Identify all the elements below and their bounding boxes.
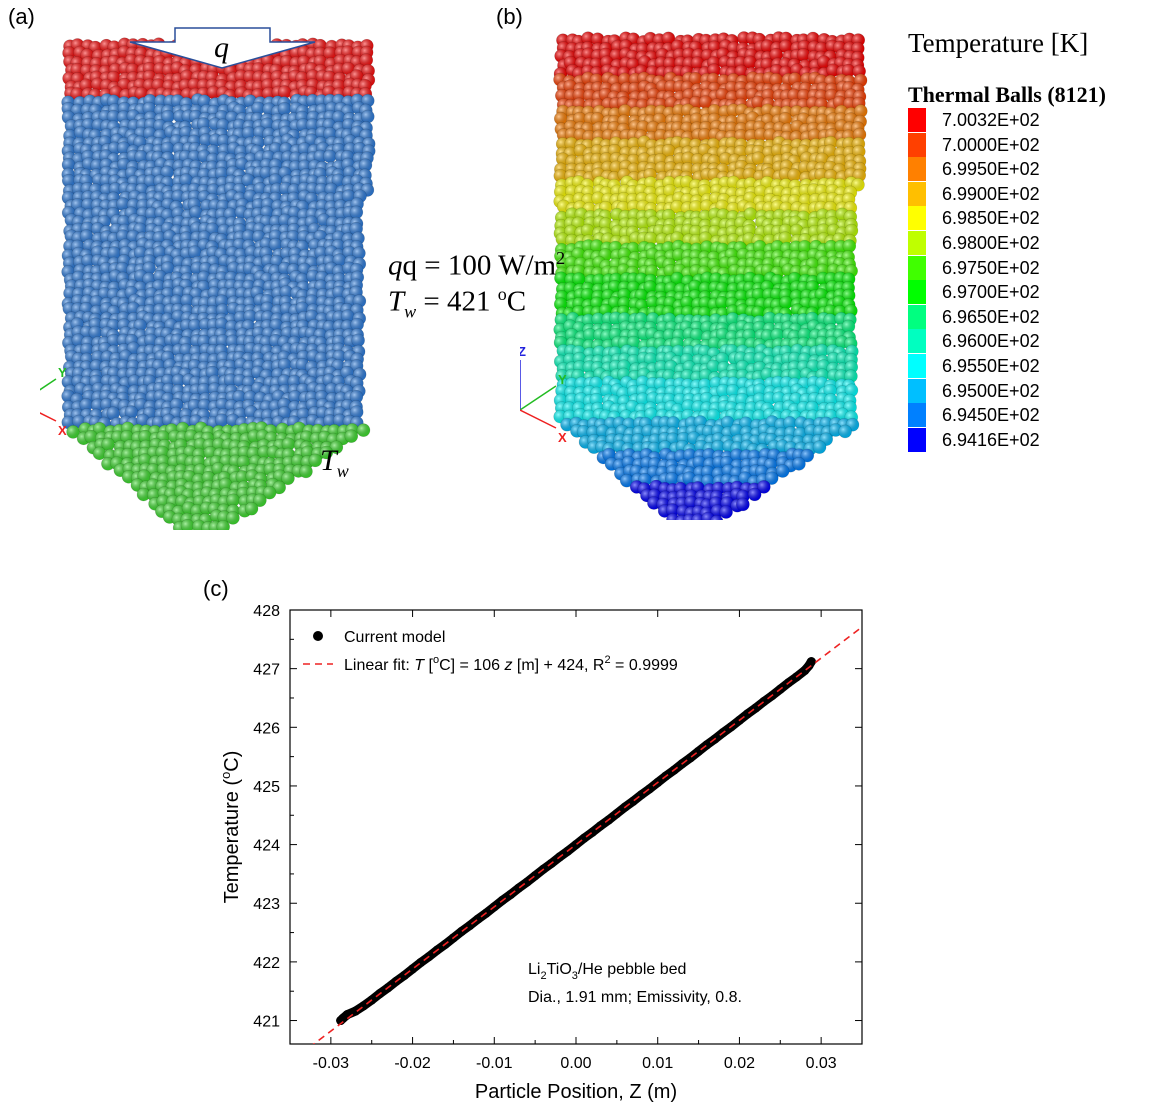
y-tick-label: 422 [253,955,280,972]
y-tick-label: 427 [253,662,280,679]
y-tick-label: 426 [253,720,280,737]
colorbar-label: 6.9450E+02 [942,405,1040,426]
colorbar-swatch [908,329,926,354]
heat-flux-condition: qq = 100 W/m2 [388,248,566,282]
flux-symbol: q [214,31,229,64]
temperature-vs-position-chart: -0.03 -0.02 -0.01 0.00 0.01 0.02 0.03 421 422 423… [218,603,863,1103]
y-axis-label: Temperature (oC) [218,751,243,904]
colorbar-label: 6.9850E+02 [942,208,1040,229]
legend-entry-current-model: Current model [344,629,445,646]
colorbar-label: 6.9650E+02 [942,306,1040,327]
x-tick-label: -0.02 [394,1055,431,1072]
pebble-bed-temperature-view: ZYX [520,31,868,520]
y-tick-label: 424 [253,838,280,855]
panel-label-a: (a) [8,4,35,29]
legend-entry-linear-fit: Linear fit: T [oC] = 106 z [m] + 424, R2… [344,654,678,674]
panel-label-b: (b) [496,4,523,29]
colorbar-swatch [908,304,926,329]
legend-marker-points [313,631,323,641]
axes-triad-a: ZYX [40,365,67,438]
colorbar-label: 6.9700E+02 [942,282,1040,303]
colorbar-swatch [908,427,926,452]
y-tick-label: 425 [253,779,280,796]
x-axis-label: Particle Position, Z (m) [475,1081,677,1103]
colorbar-swatch [908,231,926,255]
colorbar-swatch [908,181,926,206]
x-tick-label: 0.00 [560,1055,591,1072]
colorbar-label: 6.9550E+02 [942,356,1040,376]
wall-temperature-label: Tw [320,444,349,481]
q-value: q = 100 W/m [402,249,557,282]
y-tick-label: 423 [253,896,280,913]
legend-subtitle: Thermal Balls (8121) [908,82,1106,107]
colorbar-label: 7.0000E+02 [942,134,1040,155]
colorbar-swatch [908,354,926,378]
colorbar-label: 6.9900E+02 [942,183,1040,204]
colorbar-label: 6.9416E+02 [942,429,1040,450]
legend-title: Temperature [K] [908,28,1089,58]
colorbar-label: 6.9750E+02 [942,257,1040,278]
colorbar-swatch [908,403,926,428]
pebble-bed-boundary-view: ZYX [40,27,376,530]
colorbar-swatch [908,157,926,182]
colorbar-label: 6.9950E+02 [942,159,1040,180]
colorbar-label: 6.9600E+02 [942,331,1040,352]
colorbar-label: 6.9500E+02 [942,380,1040,401]
x-tick-label: -0.03 [313,1055,350,1072]
data-point-band [804,657,816,671]
colorbar-swatch [908,108,926,132]
y-tick-label: 428 [253,603,280,620]
y-tick-label: 421 [253,1014,280,1031]
x-tick-label: -0.01 [476,1055,513,1072]
x-tick-label: 0.01 [642,1055,673,1072]
wall-temperature-condition: Tw = 421 oC [388,284,527,322]
colorbar-swatch [908,378,926,403]
colorbar-swatch [908,280,926,305]
colorbar-swatch [908,206,926,231]
chart-legend: Current model Linear fit: T [oC] = 106 z … [303,629,678,674]
annotation-material: Li2TiO3/He pebble bed [528,961,686,982]
colorbar-swatch [908,132,926,157]
colorbar-label: 7.0032E+02 [942,110,1040,130]
colorbar-label: 6.9800E+02 [942,233,1040,253]
panel-label-c: (c) [203,576,229,601]
x-tick-label: 0.02 [724,1055,755,1072]
x-tick-label: 0.03 [806,1055,837,1072]
annotation-parameters: Dia., 1.91 mm; Emissivity, 0.8. [528,989,742,1006]
colorbar-swatch [908,255,926,280]
